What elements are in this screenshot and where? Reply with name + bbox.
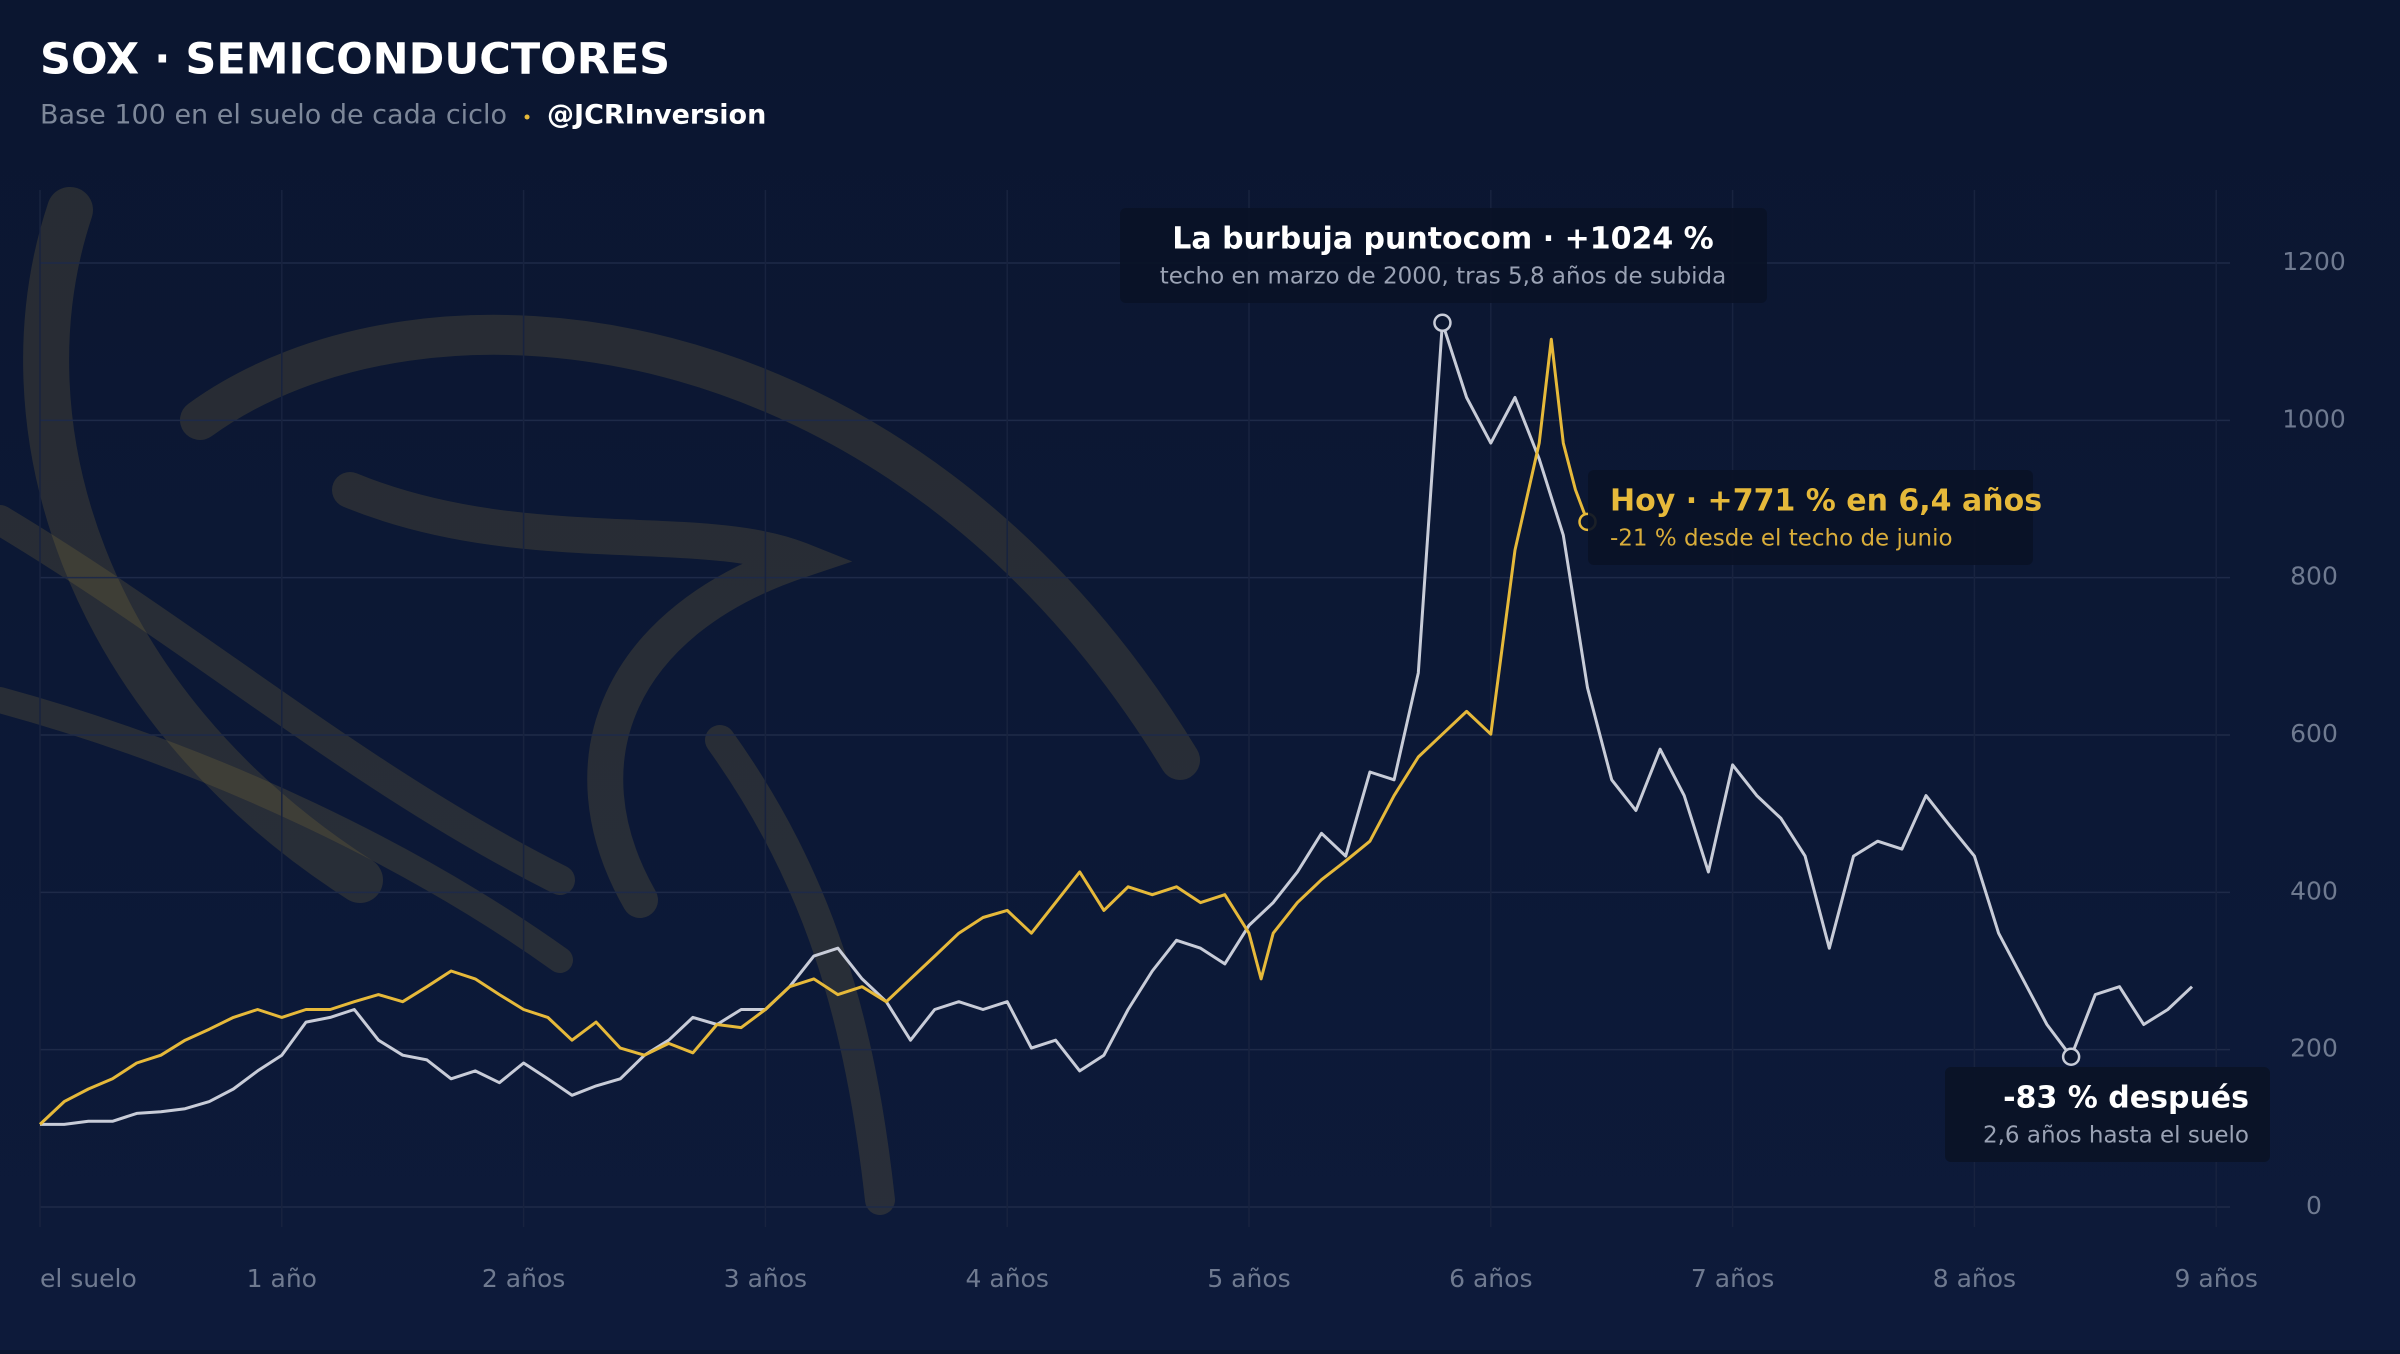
chart-title: SOX · SEMICONDUCTORES [40,35,670,85]
annotation-box [1945,1067,2270,1162]
series-line [38,337,1589,1126]
y-tick-label: 1200 [2282,247,2346,276]
x-tick-label: 6 años [1449,1264,1532,1293]
handle: @JCRInversion [547,100,766,131]
grid: 0 200 400 600 800 1000 1200 el suelo 1 año 2 años… [39,190,2346,1293]
annotation-title: Hoy · +771 % en 6,4 años [1610,484,2042,519]
annotation-text: techo en marzo de 2000, tras 5,8 años de… [1160,264,1727,290]
x-tick-label: 4 años [966,1264,1049,1293]
x-tick-label: el suelo [40,1264,137,1293]
x-tick-label: 1 año [247,1264,317,1293]
y-tick-label: 600 [2290,719,2338,748]
y-tick-label: 0 [2306,1191,2322,1220]
x-tick-label: 9 años [2175,1264,2258,1293]
y-tick-label: 400 [2290,876,2338,905]
lines [38,313,2194,1126]
marker [1433,313,1452,333]
annotations: La burbuja puntocom · +1024 % techo en m… [1120,208,2270,1162]
y-tick-label: 200 [2290,1034,2338,1063]
y-tick-label: 1000 [2282,404,2346,433]
x-tick-label: 7 años [1691,1264,1774,1293]
annotation-title: La burbuja puntocom · +1024 % [1172,222,1713,257]
series-line [40,321,2194,1126]
annotation-text: -21 % desde el techo de junio [1610,526,1953,552]
x-tick-label: 5 años [1207,1264,1290,1293]
annotation-box [1588,470,2033,565]
y-tick-label: 800 [2290,562,2338,591]
x-tick-label: 2 años [482,1264,565,1293]
annotation-title: -83 % después [2003,1081,2249,1116]
annotation-box [1120,208,1767,303]
chart-subtitle: Base 100 en el suelo de cada ciclo [40,100,507,131]
x-tick-label: 3 años [724,1264,807,1293]
x-tick-label: 8 años [1933,1264,2016,1293]
marker [2061,1047,2081,1066]
annotation-text: 2,6 años hasta el suelo [1983,1123,2249,1149]
watermark [0,187,1200,1215]
separator-dot [524,114,530,120]
